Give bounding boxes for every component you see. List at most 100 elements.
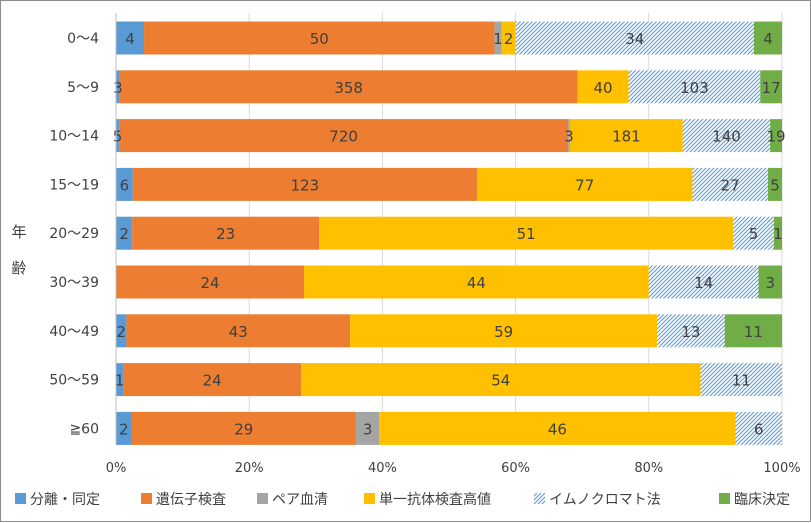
bar-segment (768, 167, 782, 201)
bar-segment (494, 21, 502, 55)
legend-swatch (534, 493, 545, 504)
bar-segment (144, 21, 495, 55)
bar-segment (682, 119, 771, 153)
bar-segment (116, 265, 305, 299)
data-label: 6 (120, 176, 130, 194)
legend-swatch (719, 493, 730, 504)
data-label: 3 (363, 420, 373, 438)
bar-segment (692, 167, 769, 201)
legend-label: 単一抗体検査高値 (379, 491, 491, 508)
bar-segment (753, 21, 782, 55)
legend-label: 遺伝子検査 (156, 492, 226, 508)
data-label: 123 (291, 176, 320, 194)
bar-segment (116, 21, 145, 55)
bar-segment (568, 119, 570, 153)
data-label: 3 (113, 79, 123, 97)
bar-segment (131, 411, 357, 445)
bar-segment (116, 167, 133, 201)
data-label: 1 (493, 30, 503, 48)
bar-segment (319, 216, 734, 250)
data-label: 13 (681, 323, 700, 341)
data-label: 19 (767, 128, 786, 146)
data-label: 2 (119, 225, 129, 243)
bar-segment (132, 167, 477, 201)
legend-swatch (15, 493, 26, 504)
bar-segment (126, 314, 351, 348)
legend-label: 分離・同定 (30, 491, 100, 508)
data-label: 181 (612, 128, 641, 146)
y-tick-label: 40～49 (49, 324, 99, 340)
bar-segment (577, 70, 629, 104)
data-label: 2 (504, 30, 514, 48)
bar-segment (735, 411, 782, 445)
x-tick-label: 20% (235, 461, 264, 476)
data-label: 1 (773, 225, 783, 243)
bar-segment (116, 119, 120, 153)
data-label: 24 (203, 372, 222, 390)
legend-label: 臨床決定 (734, 492, 790, 508)
data-label: 103 (680, 79, 709, 97)
bar-segment (515, 21, 754, 55)
data-label: 2 (116, 323, 126, 341)
legend-label: イムノクロマト法 (549, 492, 661, 508)
data-label: 720 (329, 128, 358, 146)
legend-swatch (141, 493, 152, 504)
data-label: 4 (125, 30, 135, 48)
bar-segment (476, 167, 693, 201)
bar-segment (116, 70, 120, 104)
y-tick-label: 10～14 (49, 129, 99, 145)
data-label: 34 (625, 30, 644, 48)
x-tick-label: 100% (763, 461, 800, 476)
x-tick-label: 0% (106, 461, 127, 476)
data-label: 11 (744, 323, 763, 341)
bar-segment (304, 265, 649, 299)
data-label: 3 (765, 274, 775, 292)
data-label: 1 (115, 372, 125, 390)
legend-label: ペア血清 (272, 492, 328, 508)
data-label: 27 (721, 176, 740, 194)
legend-swatch (257, 493, 268, 504)
x-tick-label: 40% (368, 461, 397, 476)
data-label: 5 (113, 128, 123, 146)
data-label: 5 (770, 176, 780, 194)
data-label: 50 (310, 30, 329, 48)
bar-segment (123, 363, 302, 397)
bar-segment (350, 314, 658, 348)
bar-segment (356, 411, 380, 445)
y-axis-title: 齢 (11, 259, 26, 277)
bar-segment (116, 411, 132, 445)
bar-segment (119, 119, 569, 153)
bar-segment (724, 314, 782, 348)
y-tick-label: 0～4 (67, 31, 99, 47)
x-tick-label: 60% (501, 461, 530, 476)
data-label: 6 (754, 420, 764, 438)
data-label: 24 (200, 274, 219, 292)
bar-segment (501, 21, 516, 55)
bar-segment (301, 363, 701, 397)
data-label: 4 (763, 30, 773, 48)
data-label: 358 (334, 79, 363, 97)
data-label: 17 (762, 79, 781, 97)
data-label: 46 (548, 420, 567, 438)
bar-segment (758, 265, 782, 299)
data-label: 77 (575, 176, 594, 194)
bar-segment (116, 363, 124, 397)
data-label: 140 (712, 128, 741, 146)
y-tick-label: 30～39 (49, 275, 99, 291)
data-label: 51 (517, 225, 536, 243)
bar-segment (760, 70, 782, 104)
data-label: 14 (694, 274, 713, 292)
y-tick-label: ≧60 (69, 421, 99, 437)
bar-segment (773, 216, 782, 250)
data-label: 54 (491, 372, 510, 390)
bar-segment (132, 216, 320, 250)
bar-segment (116, 314, 127, 348)
data-label: 2 (119, 420, 129, 438)
data-label: 11 (732, 372, 751, 390)
bar-segment (379, 411, 736, 445)
bar-segment (700, 363, 782, 397)
bar-segment (770, 119, 782, 153)
y-tick-label: 20～29 (49, 226, 99, 242)
